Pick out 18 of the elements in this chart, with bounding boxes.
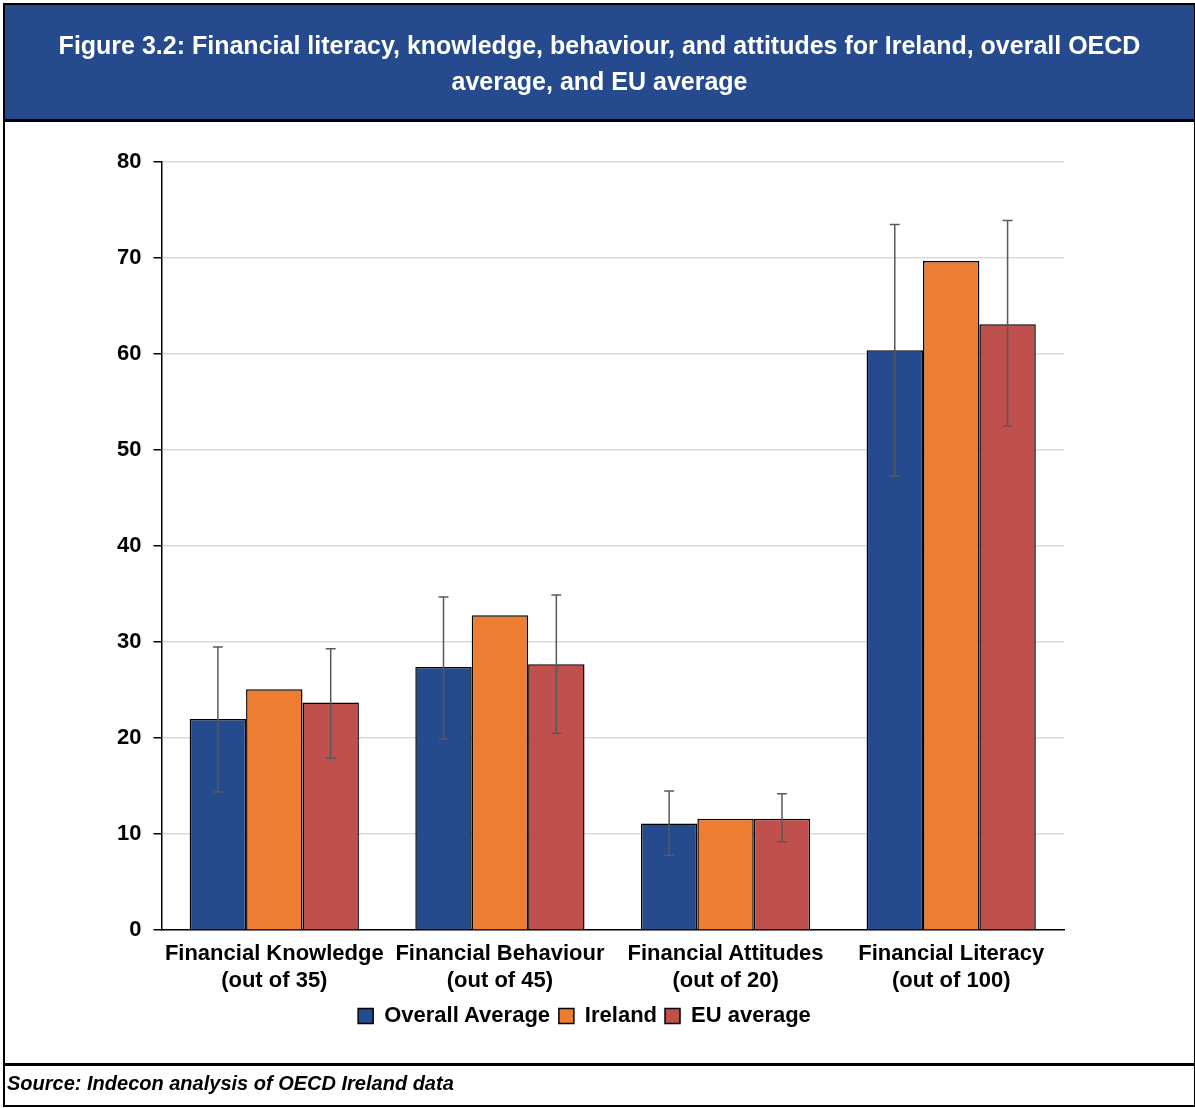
x-tick-label: Financial Literacy (out of 100) — [858, 940, 1045, 992]
y-tick-label: 50 — [116, 436, 142, 462]
x-tick-label: Financial Knowledge (out of 35) — [164, 940, 384, 992]
y-tick-label: 70 — [116, 244, 142, 270]
y-tick-label: 30 — [116, 628, 142, 654]
source-note: Source: Indecon analysis of OECD Ireland data — [5, 1063, 1195, 1101]
y-tick-label: 60 — [116, 340, 142, 366]
legend-label: EU average — [691, 1002, 811, 1028]
y-tick-label: 80 — [116, 148, 142, 174]
y-tick-label: 20 — [116, 724, 142, 750]
x-tick-label: Financial Behaviour (out of 45) — [395, 940, 605, 992]
chart-title: Figure 3.2: Financial literacy, knowledge, behaviour, and attitudes for Ireland, overall OECD average, and EU average — [5, 5, 1194, 122]
legend-label: Overall Average — [384, 1002, 551, 1028]
legend-label: Ireland — [584, 1002, 658, 1028]
y-tick-label: 10 — [116, 820, 142, 846]
y-tick-label: 0 — [129, 916, 142, 942]
x-tick-label: Financial Attitudes (out of 20) — [627, 940, 824, 992]
y-tick-label: 40 — [116, 532, 142, 558]
